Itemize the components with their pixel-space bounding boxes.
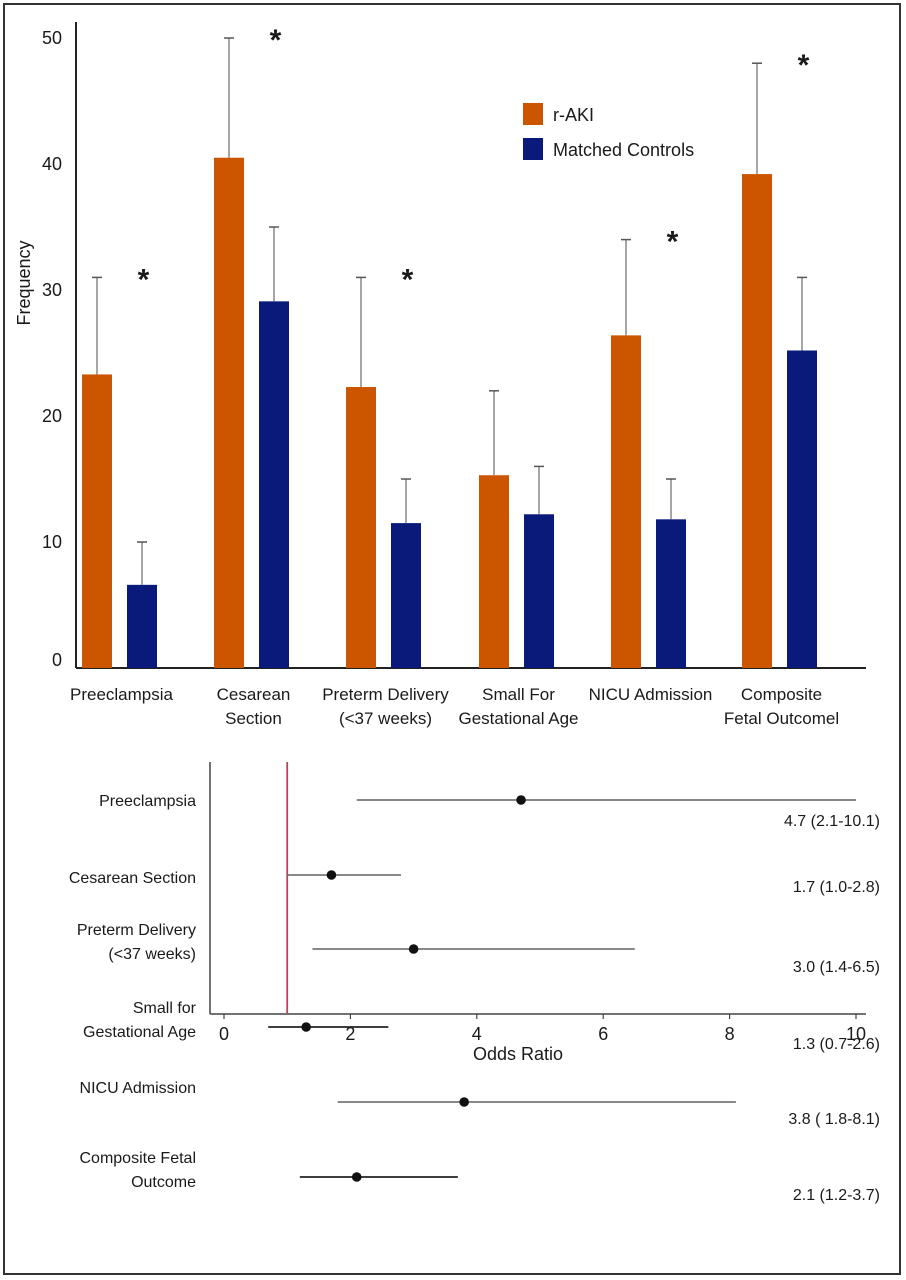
forest-row-label: Gestational Age: [83, 1024, 196, 1041]
category-label: Preterm Delivery: [322, 685, 449, 704]
bar-r-aki: [479, 475, 509, 668]
category-label: NICU Admission: [589, 685, 713, 704]
forest-row-label: Cesarean Section: [69, 870, 196, 887]
legend-swatch-r-aki: [523, 103, 543, 125]
x-tick-label: 2: [345, 1024, 355, 1044]
x-tick-label: 6: [598, 1024, 608, 1044]
odds-ratio-value: 2.1 (1.2-3.7): [793, 1187, 880, 1204]
significance-star: *: [138, 263, 150, 296]
y-axis-title: Frequency: [14, 240, 34, 325]
category-label: Section: [225, 709, 282, 728]
category-label: Fetal Outcomel: [724, 709, 839, 728]
forest-row-label: Small for: [133, 1000, 197, 1017]
legend-label-r-aki: r-AKI: [553, 105, 594, 125]
point-estimate: [326, 870, 337, 880]
significance-star: *: [798, 49, 810, 82]
y-tick-label: 0: [52, 650, 62, 670]
figure-frame: [3, 3, 901, 1275]
point-estimate: [301, 1022, 311, 1032]
significance-star: *: [667, 226, 679, 259]
forest-row-label: NICU Admission: [80, 1080, 196, 1097]
bar-matched-controls: [127, 584, 157, 668]
odds-ratio-value: 4.7 (2.1-10.1): [784, 813, 880, 830]
odds-ratio-value: 1.7 (1.0-2.8): [793, 879, 880, 896]
category-label: Small For: [482, 685, 555, 704]
bar-r-aki: [214, 157, 244, 668]
category-label: Composite: [741, 685, 822, 704]
bar-matched-controls: [524, 514, 554, 668]
bar-r-aki: [346, 387, 376, 668]
category-label: Preeclampsia: [70, 685, 174, 704]
odds-ratio-value: 1.3 (0.7-2.6): [793, 1036, 880, 1053]
bar-matched-controls: [391, 523, 421, 668]
forest-row-label: Composite Fetal: [80, 1150, 197, 1167]
legend-label-matched-controls: Matched Controls: [553, 140, 694, 160]
forest-row-label: Preterm Delivery: [77, 922, 196, 939]
odds-ratio-value: 3.8 ( 1.8-8.1): [788, 1111, 880, 1128]
odds-ratio-value: 3.0 (1.4-6.5): [793, 959, 880, 976]
significance-star: *: [270, 24, 282, 57]
y-tick-label: 50: [42, 28, 62, 48]
y-tick-label: 30: [42, 280, 62, 300]
bar-r-aki: [742, 174, 772, 668]
y-tick-label: 10: [42, 532, 62, 552]
x-tick-label: 4: [472, 1024, 482, 1044]
y-tick-label: 20: [42, 406, 62, 426]
x-tick-label: 8: [725, 1024, 735, 1044]
bar-matched-controls: [656, 519, 686, 668]
point-estimate: [516, 795, 526, 805]
forest-row-label: (<37 weeks): [108, 946, 196, 963]
y-tick-label: 40: [42, 154, 62, 174]
bar-matched-controls: [259, 301, 289, 668]
forest-row-label: Preeclampsia: [99, 793, 196, 810]
category-label: Cesarean: [217, 685, 291, 704]
bar-r-aki: [611, 335, 641, 668]
point-estimate: [408, 944, 419, 954]
x-axis-title: Odds Ratio: [473, 1044, 563, 1064]
bar-chart: 0 10 20 30 40 50 Frequency * * * * * Preeclampsia Ces…: [14, 22, 866, 728]
forest-row-label: Outcome: [131, 1174, 196, 1191]
bar-matched-controls: [787, 350, 817, 668]
bar-r-aki: [82, 374, 112, 668]
x-tick-label: 10: [846, 1024, 866, 1044]
category-label: (<37 weeks): [339, 709, 432, 728]
legend-swatch-matched-controls: [523, 138, 543, 160]
category-label: Gestational Age: [458, 709, 578, 728]
point-estimate: [351, 1172, 362, 1182]
significance-star: *: [402, 263, 414, 296]
point-estimate: [459, 1097, 469, 1107]
x-tick-label: 0: [219, 1024, 229, 1044]
